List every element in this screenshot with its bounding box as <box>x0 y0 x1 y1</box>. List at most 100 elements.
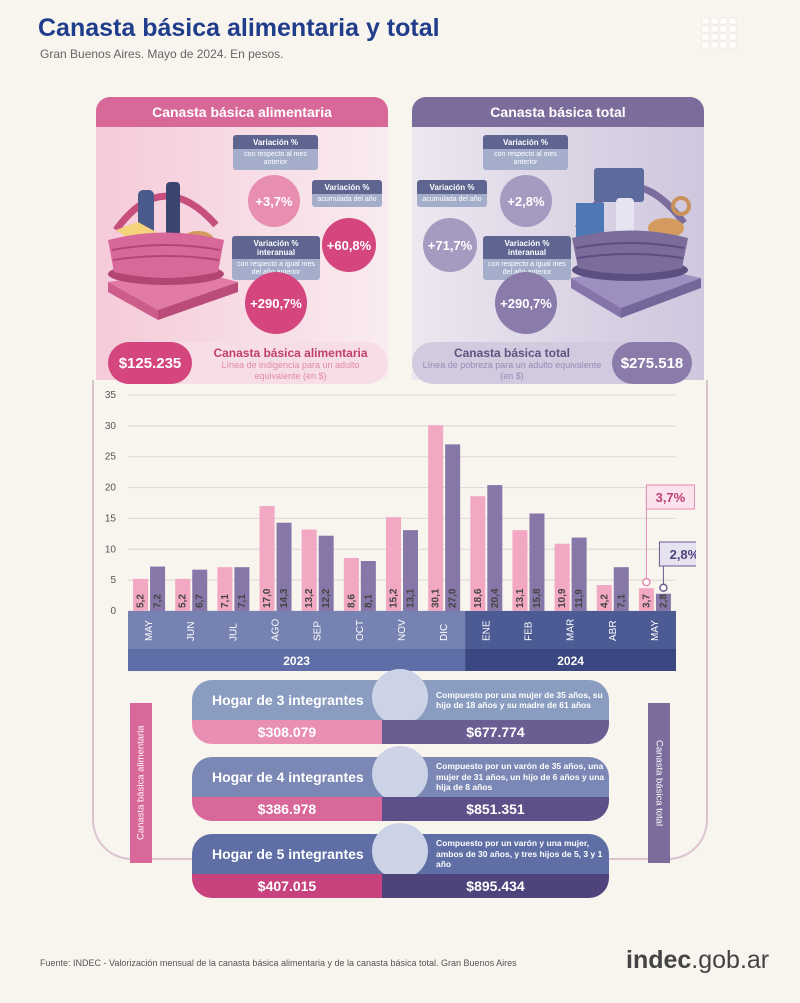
cba-desc: Línea de indigencia para un adulto equiv… <box>221 360 360 381</box>
side-label-cbt: Canasta básica total <box>648 703 670 863</box>
bar-value-label: 8,1 <box>363 594 374 608</box>
cbt-var-inter-value: +290,7% <box>495 272 557 334</box>
cba-var-inter-value: +290,7% <box>245 272 307 334</box>
cbt-var-acum-value: +71,7% <box>423 218 477 272</box>
year-band-2024 <box>465 649 676 671</box>
bar <box>192 569 208 611</box>
hogar-values: $407.015 $895.434 <box>192 874 609 898</box>
cbt-desc: Línea de pobreza para un adulto equivale… <box>422 360 602 381</box>
goods-basket-icon <box>571 168 701 318</box>
hogar-cba-value: $386.978 <box>192 797 382 821</box>
bar-value-label: 8,6 <box>346 594 357 608</box>
brand-domain: .gob.ar <box>691 946 770 974</box>
bar <box>386 517 401 611</box>
hogar-header: Hogar de 4 integrantes Compuesto por un v… <box>192 746 609 802</box>
indec-grid-logo-icon <box>701 17 737 49</box>
bar-value-label: 5,2 <box>178 594 189 608</box>
bar-value-label: 15,2 <box>389 588 400 608</box>
bar <box>554 543 570 611</box>
monthly-variation-chart: 0 5 10 15 20 25 30 35 5,2 7,2 MAY 5,2 6,7 JUN 7,1 7,1 JU… <box>105 390 696 671</box>
y-tick-label: 25 <box>105 452 117 463</box>
bar <box>529 513 545 611</box>
bar <box>403 530 418 611</box>
tag-title: Variación % interanual <box>232 236 320 259</box>
page-subtitle: Gran Buenos Aires. Mayo de 2024. En peso… <box>40 47 284 61</box>
bar <box>613 567 629 611</box>
cba-var-acum-value: +60,8% <box>322 218 376 272</box>
hogar-title: Hogar de 3 integrantes <box>212 692 364 708</box>
y-tick-label: 15 <box>105 513 117 524</box>
cbt-name: Canasta básica total <box>453 346 571 360</box>
year-label: 2024 <box>557 654 584 668</box>
tag-desc: acumulada del año <box>312 194 382 208</box>
bar-value-label: 30,1 <box>431 588 442 608</box>
hogar-header: Hogar de 5 integrantes Compuesto por un v… <box>192 823 609 879</box>
bar-value-label: 2,8 <box>658 594 669 608</box>
y-tick-label: 5 <box>110 575 116 586</box>
family-icon <box>372 746 428 802</box>
cbt-var-mes-value: +2,8% <box>500 175 552 227</box>
bar-value-label: 27,0 <box>448 588 459 608</box>
cba-price: $125.235 <box>108 342 192 384</box>
callout-cba-value: 3,7% <box>656 490 686 505</box>
month-tick-label: OCT <box>355 620 366 641</box>
cbt-var-acum-tag: Variación % acumulada del año <box>417 180 487 208</box>
tag-title: Variación % interanual <box>483 236 571 259</box>
callout-box-cba <box>645 484 695 510</box>
source-note: Fuente: INDEC - Valorización mensual de … <box>40 958 517 968</box>
bar-value-label: 5,2 <box>136 594 147 608</box>
month-tick-label: DIC <box>439 624 450 641</box>
month-tick-label: SEP <box>313 621 324 641</box>
cba-panel-title: Canasta básica alimentaria <box>96 97 388 127</box>
cba-var-acum-tag: Variación % acumulada del año <box>312 180 382 208</box>
bar <box>428 425 444 611</box>
food-basket-icon <box>108 182 238 320</box>
brand-bold: indec <box>626 946 692 974</box>
bar-value-label: 18,6 <box>473 588 484 608</box>
month-tick-label: NOV <box>397 619 408 641</box>
hogar-header: Hogar de 3 integrantes Compuesto por una … <box>192 669 609 725</box>
bar-value-label: 20,4 <box>490 588 501 608</box>
hogar-title: Hogar de 4 integrantes <box>212 769 364 785</box>
month-tick-label: ABR <box>608 620 619 641</box>
cba-var-mes-value: +3,7% <box>248 175 300 227</box>
hogar-cba-value: $308.079 <box>192 720 382 744</box>
month-tick-label: JUN <box>186 622 197 641</box>
hogar-values: $386.978 $851.351 <box>192 797 609 821</box>
y-tick-label: 20 <box>105 483 117 494</box>
y-tick-label: 0 <box>110 606 116 617</box>
month-tick-label: MAR <box>566 619 577 641</box>
family-icon <box>372 823 428 879</box>
tag-desc: con respecto al mes anterior <box>233 149 318 171</box>
bar <box>445 444 461 611</box>
hogar-card: Hogar de 5 integrantes Compuesto por un v… <box>192 823 609 898</box>
month-tick-label: AGO <box>271 619 282 641</box>
page-title: Canasta básica alimentaria y total <box>38 14 440 42</box>
bar-value-label: 3,7 <box>641 594 652 608</box>
bar-value-label: 11,9 <box>574 589 585 608</box>
tag-title: Variación % <box>233 135 318 149</box>
month-tick-label: MAY <box>650 620 661 641</box>
hogar-cbt-value: $677.774 <box>382 720 609 744</box>
hogar-cbt-value: $851.351 <box>382 797 609 821</box>
cbt-panel-title: Canasta básica total <box>412 97 704 127</box>
bar <box>487 485 503 611</box>
tag-title: Variación % <box>417 180 487 194</box>
bar <box>596 585 612 611</box>
hogar-desc: Compuesto por un varón de 35 años, una m… <box>436 761 605 793</box>
hogar-cbt-value: $895.434 <box>382 874 609 898</box>
hogar-cba-value: $407.015 <box>192 874 382 898</box>
bar-value-label: 7,2 <box>153 594 164 608</box>
tag-title: Variación % <box>483 135 568 149</box>
bar-value-label: 13,1 <box>515 588 526 608</box>
hogar-values: $308.079 $677.774 <box>192 720 609 744</box>
y-tick-label: 35 <box>105 390 117 401</box>
bar <box>470 496 486 611</box>
bar <box>638 588 654 611</box>
bar-value-label: 7,1 <box>220 594 231 608</box>
bar <box>175 578 191 611</box>
y-tick-label: 10 <box>105 544 117 555</box>
bar <box>259 506 275 611</box>
bar-value-label: 7,1 <box>616 594 627 608</box>
month-tick-label: ENE <box>481 620 492 641</box>
